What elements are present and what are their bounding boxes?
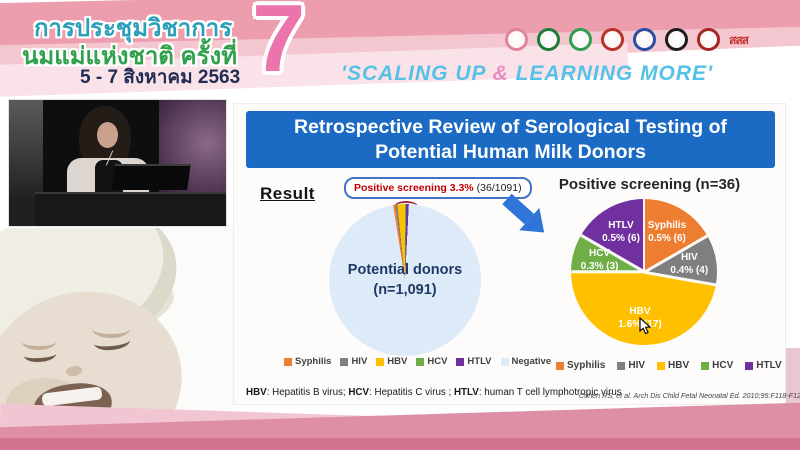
footnote-segment: : Hepatitis B virus; [266, 387, 349, 398]
legend-label: Syphilis [567, 360, 606, 371]
right-edge-pink-strip [786, 348, 800, 406]
legend-label: Negative [511, 356, 552, 367]
pie-left-center-label: Potential donors (n=1,091) [329, 204, 481, 356]
legend-swatch [556, 361, 564, 370]
conference-slogan: 'SCALING UP & LEARNING MORE' [341, 62, 713, 86]
footnote-segment: : human T cell lymphotropic virus [478, 387, 622, 398]
slide-title: Retrospective Review of Serological Test… [246, 111, 775, 168]
result-heading: Result [260, 184, 315, 203]
pie-chart-potential-donors [329, 204, 481, 356]
legend-item-hbv: HBV [657, 360, 689, 371]
legend-item-syphilis: Syphilis [284, 356, 331, 367]
callout-highlight-text: Positive screening 3.3% [354, 182, 474, 194]
pie-slice-divider [642, 199, 646, 272]
department-of-health-logo [569, 28, 592, 51]
legend-label: HBV [668, 360, 690, 371]
legend-swatch [284, 357, 292, 366]
legend-swatch [340, 357, 349, 366]
breastfeeding-foundation-logo [505, 28, 528, 51]
legend-label: HCV [712, 360, 734, 371]
royal-college-crown-logo [633, 28, 656, 51]
legend-item-syphilis: Syphilis [556, 360, 605, 371]
conference-header-banner: การประชุมวิชาการ นมแม่แห่งชาติ ครั้งที่ … [0, 0, 800, 97]
slice-label-htlv: HTLV 0.5% (6) [602, 220, 640, 245]
footnote-segment: HBV [246, 387, 267, 398]
baby-eyebrow-left [22, 334, 56, 350]
footnote-segment: HCV [348, 387, 370, 398]
presenter-face [97, 122, 118, 148]
legend-positive-screening: Syphilis HIV HBV HCV HTLV [556, 360, 782, 371]
slice-label-syphilis: Syphilis 0.5% (6) [647, 220, 687, 245]
slice-label-hiv: HIV 0.4% (4) [670, 252, 709, 276]
conference-title-thai: การประชุมวิชาการ [34, 15, 233, 42]
legend-swatch [701, 361, 710, 370]
legend-label: HIV [351, 356, 368, 367]
royal-institute-logo [697, 28, 720, 51]
baby-eyebrow-right [92, 320, 130, 338]
slogan-text-open: 'SCALING UP [341, 62, 493, 85]
legend-label: HTLV [756, 360, 782, 371]
legend-item-negative: Negative [500, 356, 552, 367]
legend-item-htlv: HTLV [745, 360, 782, 371]
thai-health-sss-logo: สสส [729, 32, 749, 47]
ministry-of-public-health-logo [537, 28, 560, 51]
legend-label: HCV [427, 356, 448, 367]
mouse-cursor-icon [639, 317, 652, 335]
positive-screening-callout: Positive screening 3.3% (36/1091) [344, 177, 532, 199]
reference-citation: Cohen RS, et al. Arch Dis Child Fetal Ne… [579, 391, 800, 400]
conference-dates: 5 - 7 สิงหาคม 2563 [80, 67, 241, 88]
pie-right-title: Positive screening (n=36) [558, 176, 741, 193]
legend-label: HIV [628, 360, 646, 371]
callout-detail-text: (36/1091) [476, 182, 522, 194]
legend-swatch [657, 361, 666, 370]
legend-item-hbv: HBV [376, 356, 407, 367]
organizer-logos-row: สสส [505, 28, 749, 51]
legend-item-hcv: HCV [416, 356, 447, 367]
slogan-text-close: LEARNING MORE' [508, 62, 714, 85]
callout-pointer-brace [394, 201, 418, 213]
medical-society-logo [665, 28, 688, 51]
legend-label: Syphilis [295, 356, 332, 367]
legend-item-htlv: HTLV [456, 356, 492, 367]
pie-center-label-line: Potential donors [347, 262, 463, 278]
pie-center-label-line: (n=1,091) [373, 282, 437, 298]
legend-swatch [416, 357, 425, 366]
legend-label: HBV [387, 356, 408, 367]
footnote-segment: : Hepatitis C virus ; [369, 387, 454, 398]
legend-swatch [456, 357, 465, 366]
legend-potential-donors: Syphilis HIV HBV HCV HTLV Negative [284, 356, 551, 367]
presentation-slide: Retrospective Review of Serological Test… [233, 103, 800, 405]
legend-swatch [617, 361, 626, 370]
legend-item-hiv: HIV [340, 356, 367, 367]
podium [35, 192, 226, 226]
legend-item-hcv: HCV [701, 360, 733, 371]
legend-item-hiv: HIV [617, 360, 645, 371]
bottom-dark-pink-strip [0, 438, 800, 450]
legend-swatch [500, 357, 509, 366]
university-crest-logo [601, 28, 624, 51]
footnote-segment: HTLV [453, 387, 479, 398]
abbreviations-footnote: HBV: Hepatitis B virus; HCV: Hepatitis C… [246, 387, 622, 398]
edition-number: 7 [252, 0, 306, 92]
podium-laptop [111, 164, 191, 190]
slice-label-hcv: HCV 0.3% (3) [580, 248, 619, 273]
conference-subtitle-thai: นมแม่แห่งชาติ ครั้งที่ [22, 43, 238, 70]
legend-swatch [376, 357, 385, 366]
legend-swatch [745, 361, 754, 370]
legend-label: HTLV [467, 356, 492, 367]
slogan-ampersand: & [492, 62, 509, 85]
presenter-webcam-video [8, 99, 227, 227]
